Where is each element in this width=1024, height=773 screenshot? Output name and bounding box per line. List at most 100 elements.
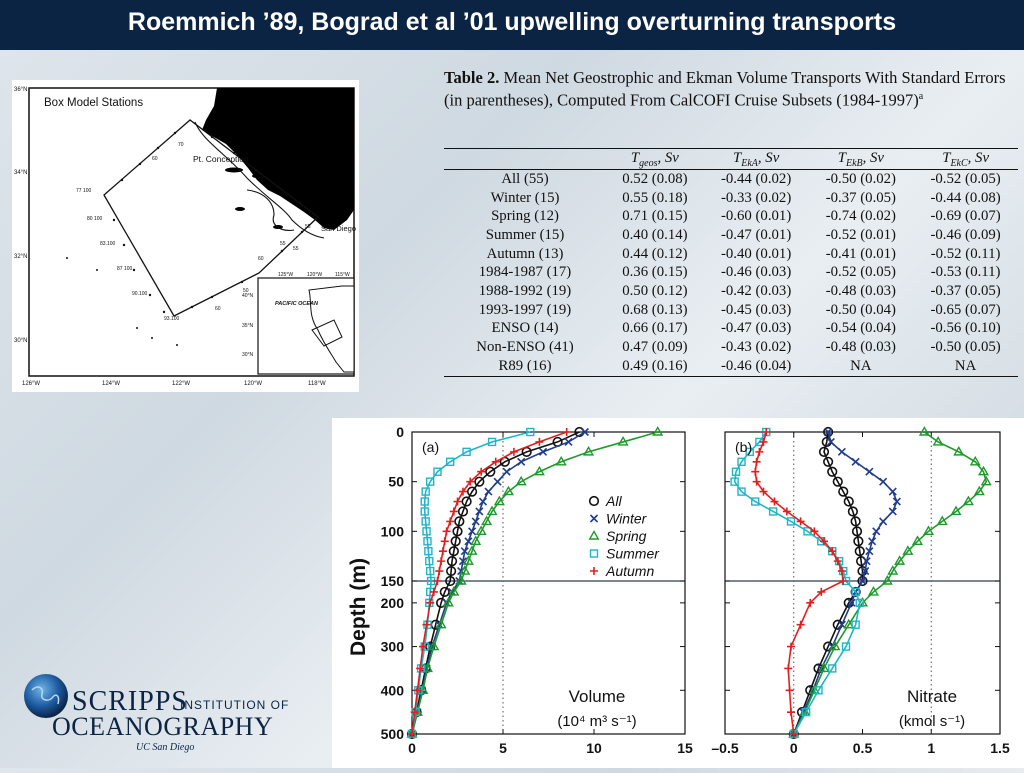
box-model-map: Box Model Stations Pt. Conception San Di… [12, 80, 359, 392]
data-point-winter [862, 557, 871, 566]
station-label: 77 100 [76, 188, 92, 194]
value-cell: 0.52 (0.08) [622, 170, 688, 187]
data-point-summer [737, 457, 746, 466]
data-point-all [843, 496, 854, 507]
title-bar: Roemmich ’89, Bograd et al ’01 upwelling… [0, 0, 1024, 50]
lat-label: 36°N [14, 87, 27, 93]
value-cell: 0.49 (0.16) [606, 356, 704, 377]
column-header: Tgeos, Sv [606, 148, 704, 170]
bathymetry-contour [194, 121, 325, 239]
data-point-winter [464, 537, 473, 546]
row-label-cell: 1984-1987 (17) [478, 264, 572, 281]
panel-b: –0.5 0 0.5 1 1.5 (b) Nitrate (kmol s⁻¹) [711, 426, 1010, 756]
data-point-summer [828, 664, 837, 673]
data-point-spring [448, 586, 460, 596]
station-label: 87 100 [117, 266, 133, 272]
inset-lat-label: 35°N [242, 323, 254, 329]
inset-lat-label: 40°N [242, 293, 254, 299]
data-point-autumn [440, 537, 449, 546]
value-cell: 0.50 (0.12) [622, 282, 688, 299]
data-point-all [450, 536, 461, 547]
panel-unit-label: Volume [569, 687, 626, 706]
table-row: R89 (16) 0.49 (0.16) -0.46 (0.04) NA NA [444, 356, 1018, 377]
data-point-autumn [458, 487, 467, 496]
series-line-all [793, 431, 864, 735]
data-point-autumn [784, 664, 793, 673]
data-point-autumn [446, 517, 455, 526]
value-cell: -0.44 (0.08) [930, 189, 1001, 206]
data-point-spring [515, 475, 527, 486]
station-label: 60 [258, 256, 264, 262]
data-point-spring [911, 535, 924, 545]
series-line-autumn [754, 431, 845, 735]
data-point-spring [953, 445, 965, 456]
data-point-winter [471, 517, 480, 526]
data-point-all [452, 526, 463, 537]
legend-label: All [605, 493, 622, 509]
data-point-summer [851, 620, 860, 629]
value-cell: -0.45 (0.03) [720, 301, 792, 318]
value-cell: -0.53 (0.11) [930, 264, 1001, 281]
table-row: Summer (15) 0.40 (0.14) -0.47 (0.01) -0.52 … [444, 226, 1018, 245]
data-point-spring [843, 618, 855, 629]
data-point-all [850, 516, 861, 527]
value-cell: -0.65 (0.07) [930, 301, 1001, 318]
table-row: Non-ENSO (41) 0.47 (0.09) -0.43 (0.02) -0.4… [444, 338, 1018, 357]
station-label: 70 [178, 142, 184, 148]
lat-label: 30°N [14, 338, 27, 344]
lon-label: 124°W [102, 381, 120, 387]
value-cell: -0.52 (0.05) [825, 264, 896, 281]
data-point-autumn [785, 686, 794, 695]
legend-label: Spring [606, 528, 647, 544]
table-header-row: Tgeos, Sv TEkA, Sv TEkB, Sv TEkC, Sv [444, 148, 1018, 170]
data-point-spring [977, 465, 990, 476]
data-point-spring [475, 525, 487, 536]
data-point-autumn [449, 507, 458, 516]
data-point-autumn [429, 587, 438, 596]
data-point-spring [887, 565, 899, 575]
data-point-winter [888, 487, 897, 496]
data-point-winter [517, 457, 526, 466]
map-svg: Box Model Stations Pt. Conception San Di… [14, 87, 356, 387]
station-dots [66, 131, 304, 346]
globe-icon [24, 674, 68, 718]
inset-ocean-label: PACIFIC OCEAN [275, 301, 319, 307]
data-point-autumn [787, 642, 795, 651]
lon-label: 122°W [172, 381, 190, 387]
data-point-summer [730, 477, 739, 486]
data-point-all [448, 546, 459, 557]
table-row: 1993-1997 (19) 0.68 (0.13) -0.45 (0.03) -0.… [444, 301, 1018, 320]
data-point-all [446, 565, 457, 577]
map-frame [28, 87, 355, 377]
data-point-autumn [437, 557, 446, 566]
island [235, 207, 245, 211]
data-point-spring [481, 515, 493, 526]
value-cell: -0.50 (0.05) [930, 339, 1001, 356]
inset-lon-label: 115°W [335, 272, 350, 278]
data-point-autumn [509, 447, 518, 456]
row-label-cell: Non-ENSO (41) [476, 339, 574, 356]
data-point-spring [421, 662, 433, 673]
table-row: ENSO (14) 0.66 (0.17) -0.47 (0.03) -0.54 (0… [444, 320, 1018, 339]
data-point-all [813, 663, 824, 674]
x-tick-label: 0.5 [853, 740, 873, 756]
data-point-spring [466, 545, 478, 555]
data-point-spring [428, 640, 440, 651]
value-cell: -0.74 (0.02) [825, 208, 896, 225]
data-point-winter [861, 567, 870, 576]
table-row: Spring (12) 0.71 (0.15) -0.60 (0.01) -0.74 … [444, 207, 1018, 226]
row-label-cell: Winter (15) [490, 189, 560, 206]
value-cell: NA [913, 356, 1018, 377]
data-point-spring [936, 515, 948, 526]
data-point-autumn [839, 577, 848, 585]
value-cell: -0.46 (0.04) [703, 356, 809, 377]
value-cell: -0.40 (0.01) [720, 245, 792, 262]
data-point-winter [865, 547, 874, 556]
data-point-all [857, 565, 868, 577]
y-tick-label: 500 [381, 726, 405, 742]
data-point-all [832, 476, 843, 487]
logo-word-oceanography: OCEANOGRAPHY [52, 712, 274, 741]
data-point-summer [751, 497, 760, 506]
data-point-spring [894, 555, 906, 565]
